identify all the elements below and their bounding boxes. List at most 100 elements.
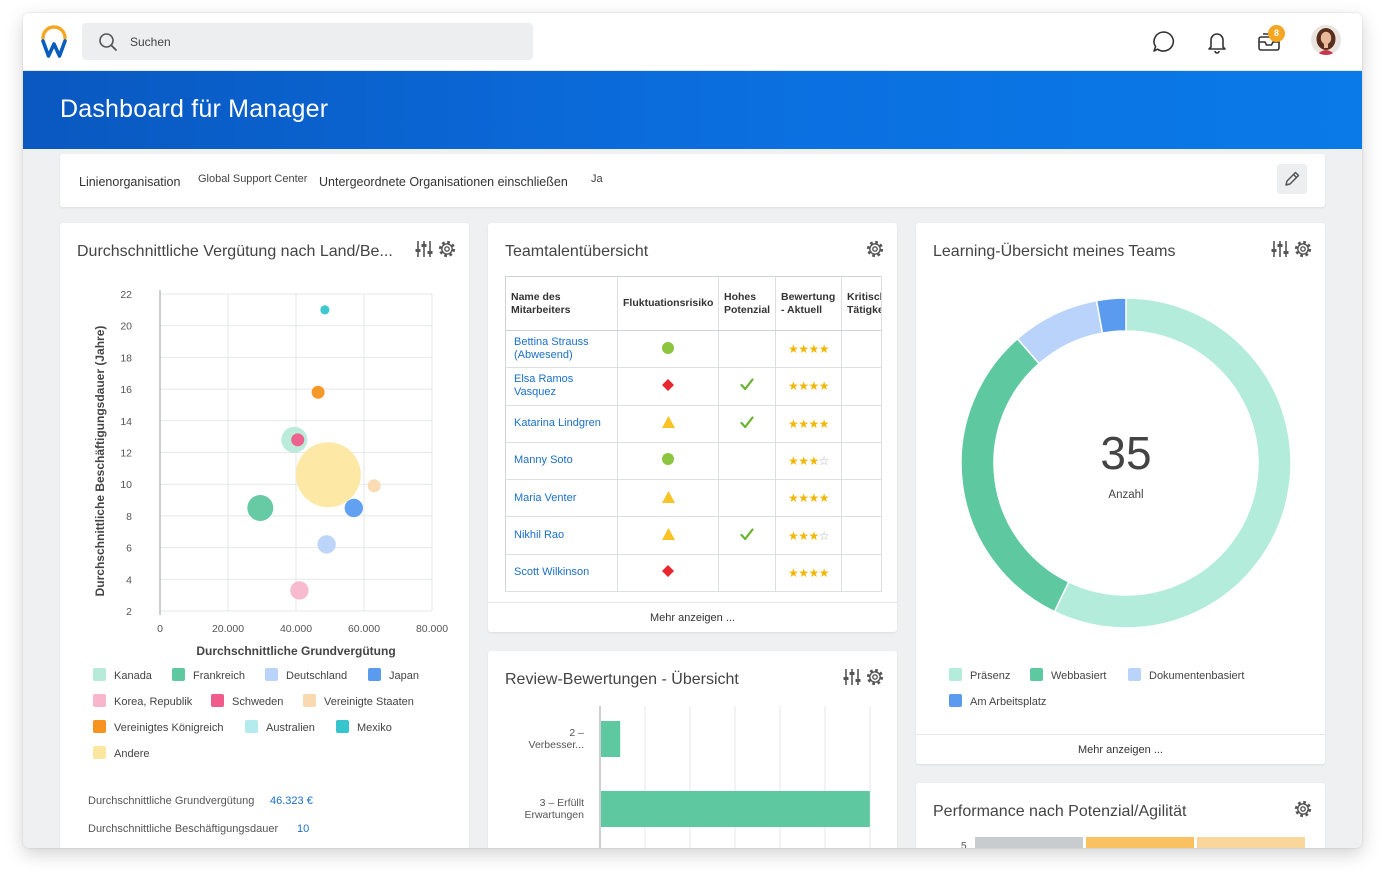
edit-filters-button[interactable] bbox=[1277, 164, 1307, 194]
legend-item[interactable]: Japan bbox=[368, 668, 419, 682]
learning-more-link[interactable]: Mehr anzeigen ... bbox=[916, 734, 1325, 764]
review-category-label: 2 – Verbesser... bbox=[529, 727, 585, 751]
scatter-x-tick-label: 60.000 bbox=[348, 623, 380, 635]
sub-org-filter-value: Ja bbox=[591, 173, 603, 185]
legend-item[interactable]: Dokumentenbasiert bbox=[1128, 668, 1244, 682]
medium-risk-icon bbox=[661, 416, 675, 429]
table-row: Manny Soto ★★★☆ bbox=[505, 442, 882, 481]
org-filter-label: Linienorganisation bbox=[79, 175, 181, 189]
rating-cell: ★★★★ bbox=[775, 330, 842, 369]
legend-item[interactable]: Australien bbox=[245, 720, 315, 734]
medium-risk-icon bbox=[661, 490, 675, 503]
table-row: Elsa Ramos Vasquez ★★★★ bbox=[505, 367, 882, 406]
summary-value[interactable]: 10 bbox=[297, 823, 310, 835]
legend-label: Frankreich bbox=[193, 670, 245, 682]
review-bar bbox=[601, 791, 870, 827]
scatter-y-tick-label: 14 bbox=[120, 416, 132, 428]
check-icon bbox=[740, 378, 754, 391]
gear-icon[interactable] bbox=[865, 667, 885, 687]
medium-risk-icon bbox=[661, 528, 675, 541]
scatter-y-tick-label: 16 bbox=[120, 384, 132, 396]
legend-item[interactable]: Am Arbeitsplatz bbox=[949, 694, 1046, 708]
legend-item[interactable]: Frankreich bbox=[172, 668, 245, 682]
star-rating-icon: ★★★★ bbox=[787, 342, 830, 357]
performance-grid-cell bbox=[975, 837, 1083, 848]
critical-cell bbox=[841, 367, 882, 406]
legend-swatch bbox=[172, 668, 185, 681]
employee-name-link[interactable]: Bettina Strauss (Abwesend) bbox=[505, 330, 618, 369]
avatar[interactable] bbox=[1311, 25, 1341, 55]
risk-cell bbox=[617, 516, 719, 555]
legend-label: Mexiko bbox=[357, 722, 392, 734]
high-risk-icon bbox=[662, 565, 674, 578]
notification-badge: 8 bbox=[1268, 25, 1285, 42]
legend-item[interactable]: Kanada bbox=[93, 668, 152, 682]
employee-name-link[interactable]: Nikhil Rao bbox=[505, 516, 618, 555]
bell-icon[interactable] bbox=[1204, 29, 1230, 55]
gear-icon[interactable] bbox=[437, 239, 457, 259]
employee-name-link[interactable]: Maria Venter bbox=[505, 479, 618, 518]
review-category-label: 3 – Erfüllt Erwartungen bbox=[524, 797, 584, 821]
gear-icon[interactable] bbox=[1293, 799, 1313, 819]
legend-item[interactable]: Webbasiert bbox=[1030, 668, 1106, 682]
scatter-point-vereinigte-staaten bbox=[367, 479, 381, 493]
legend-item[interactable]: Schweden bbox=[211, 694, 283, 708]
critical-cell bbox=[841, 554, 882, 593]
chat-icon[interactable] bbox=[1151, 29, 1177, 55]
performance-axis-label: 5 bbox=[961, 841, 967, 848]
gear-icon[interactable] bbox=[865, 239, 885, 259]
table-row: Katarina Lindgren ★★★★ bbox=[505, 405, 882, 443]
top-bar: 8 bbox=[23, 13, 1362, 71]
risk-cell bbox=[617, 367, 719, 406]
talent-more-link[interactable]: Mehr anzeigen ... bbox=[488, 602, 897, 632]
employee-name-link[interactable]: Scott Wilkinson bbox=[505, 554, 618, 593]
filter-sliders-icon[interactable] bbox=[414, 239, 434, 259]
legend-item[interactable]: Präsenz bbox=[949, 668, 1010, 682]
talent-column-header[interactable]: Fluktuationsrisiko bbox=[617, 276, 719, 331]
legend-swatch bbox=[245, 720, 258, 733]
legend-label: Deutschland bbox=[286, 670, 348, 682]
page-title: Dashboard für Manager bbox=[60, 95, 329, 123]
critical-cell bbox=[841, 516, 882, 555]
rating-cell: ★★★★ bbox=[775, 367, 842, 406]
search-bar[interactable] bbox=[82, 23, 533, 60]
pencil-icon bbox=[1285, 171, 1300, 186]
filter-sliders-icon[interactable] bbox=[842, 667, 862, 687]
talent-column-header[interactable]: Hohes Potenzial bbox=[718, 276, 776, 331]
legend-label: Vereinigtes Königreich bbox=[114, 722, 224, 734]
rating-cell: ★★★★ bbox=[775, 405, 842, 443]
workday-logo-icon[interactable] bbox=[39, 25, 69, 59]
performance-card-title: Performance nach Potenzial/Agilität bbox=[933, 803, 1187, 820]
rating-cell: ★★★☆ bbox=[775, 442, 842, 481]
legend-item[interactable]: Korea, Republik bbox=[93, 694, 192, 708]
employee-name-link[interactable]: Manny Soto bbox=[505, 442, 618, 481]
gear-icon[interactable] bbox=[1293, 239, 1313, 259]
donut-center-value: 35 bbox=[1100, 427, 1151, 479]
critical-cell bbox=[841, 405, 882, 443]
risk-cell bbox=[617, 442, 719, 481]
legend-item[interactable]: Andere bbox=[93, 746, 149, 760]
filter-bar: Linienorganisation Global Support Center… bbox=[60, 154, 1325, 207]
potential-cell bbox=[718, 367, 776, 406]
talent-column-header[interactable]: Bewertung - Aktuell bbox=[775, 276, 842, 331]
legend-swatch bbox=[303, 694, 316, 707]
scatter-x-tick-label: 40.000 bbox=[280, 623, 312, 635]
legend-item[interactable]: Vereinigtes Königreich bbox=[93, 720, 223, 734]
review-bar-chart: 2 – Verbesser... 3 – Erfüllt Erwartungen bbox=[524, 706, 871, 848]
employee-name-link[interactable]: Katarina Lindgren bbox=[505, 405, 618, 443]
employee-name-link[interactable]: Elsa Ramos Vasquez bbox=[505, 367, 618, 406]
talent-column-header[interactable]: KritischeTätigkeit bbox=[841, 276, 882, 331]
scatter-x-tick-label: 0 bbox=[157, 623, 163, 635]
team-talent-card: Teamtalentübersicht Name des Mitarbeiters… bbox=[488, 223, 897, 632]
talent-column-header[interactable]: Name des Mitarbeiters bbox=[505, 276, 618, 331]
legend-label: Andere bbox=[114, 748, 150, 760]
legend-item[interactable]: Mexiko bbox=[336, 720, 392, 734]
search-input[interactable] bbox=[130, 23, 520, 60]
potential-cell bbox=[718, 330, 776, 369]
critical-cell bbox=[841, 442, 882, 481]
filter-sliders-icon[interactable] bbox=[1270, 239, 1290, 259]
legend-item[interactable]: Vereinigte Staaten bbox=[303, 694, 414, 708]
scatter-point-vereinigtes-k-nigreich bbox=[311, 385, 325, 399]
legend-item[interactable]: Deutschland bbox=[265, 668, 347, 682]
summary-value[interactable]: 46.323 € bbox=[270, 795, 313, 807]
